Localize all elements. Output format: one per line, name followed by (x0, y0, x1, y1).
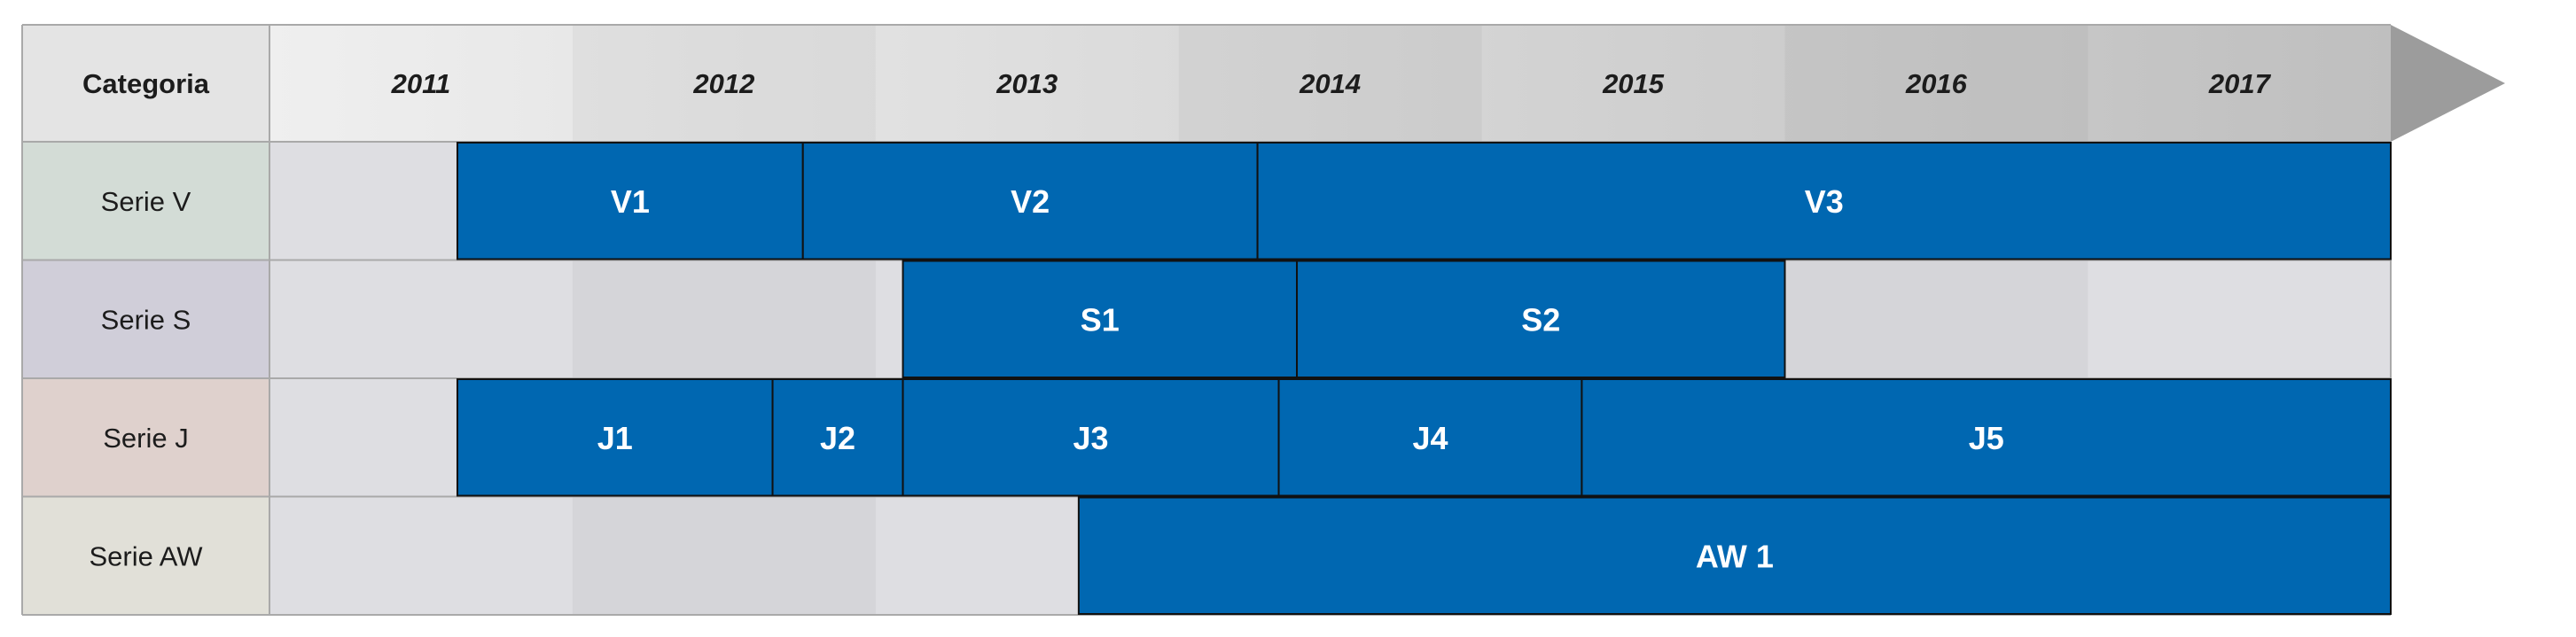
bar-label: J2 (820, 420, 855, 456)
year-label: 2012 (692, 68, 754, 99)
timeline-bar (902, 378, 1280, 497)
bar-label: S2 (1521, 301, 1560, 338)
bar-label: S1 (1081, 301, 1120, 338)
year-label: 2016 (1905, 68, 1968, 99)
category-header-cell (22, 25, 269, 142)
row-year-shade (1784, 260, 2088, 378)
year-label: 2014 (1299, 68, 1361, 99)
timeline-bar (1296, 260, 1786, 378)
bar-label: V3 (1805, 183, 1844, 220)
timeline-bar (1077, 496, 2392, 615)
year-label: 2011 (391, 68, 451, 99)
bar-label: J1 (597, 420, 633, 456)
timeline-bar (456, 142, 804, 260)
timeline-bar (1256, 142, 2392, 260)
header-band (269, 25, 2391, 142)
year-label: 2015 (1602, 68, 1665, 99)
year-label: 2017 (2208, 68, 2272, 99)
bar-label: J3 (1073, 420, 1109, 456)
category-header-label: Categoria (82, 68, 210, 99)
year-label: 2013 (995, 68, 1058, 99)
timeline-bar (456, 378, 774, 497)
row-label: Serie V (101, 186, 191, 217)
row-year-shade (572, 260, 876, 378)
row-label-cell (22, 142, 269, 260)
row-label-cell (22, 496, 269, 615)
bar-label: AW 1 (1696, 538, 1774, 574)
timeline-bar (1581, 378, 2392, 497)
row-label-cell (22, 260, 269, 378)
row-year-shade (572, 496, 876, 615)
timeline-bar (1277, 378, 1583, 497)
bar-label: V2 (1011, 183, 1050, 220)
row-label-cell (22, 378, 269, 497)
bar-label: J4 (1412, 420, 1448, 456)
arrow-head-icon (2391, 25, 2505, 142)
bar-label: J5 (1969, 420, 2004, 456)
row-label: Serie S (101, 304, 191, 335)
bar-label: V1 (611, 183, 650, 220)
row-label: Serie J (103, 423, 188, 454)
timeline-bar (902, 260, 1299, 378)
timeline-bar (801, 142, 1259, 260)
row-label: Serie AW (89, 540, 203, 571)
